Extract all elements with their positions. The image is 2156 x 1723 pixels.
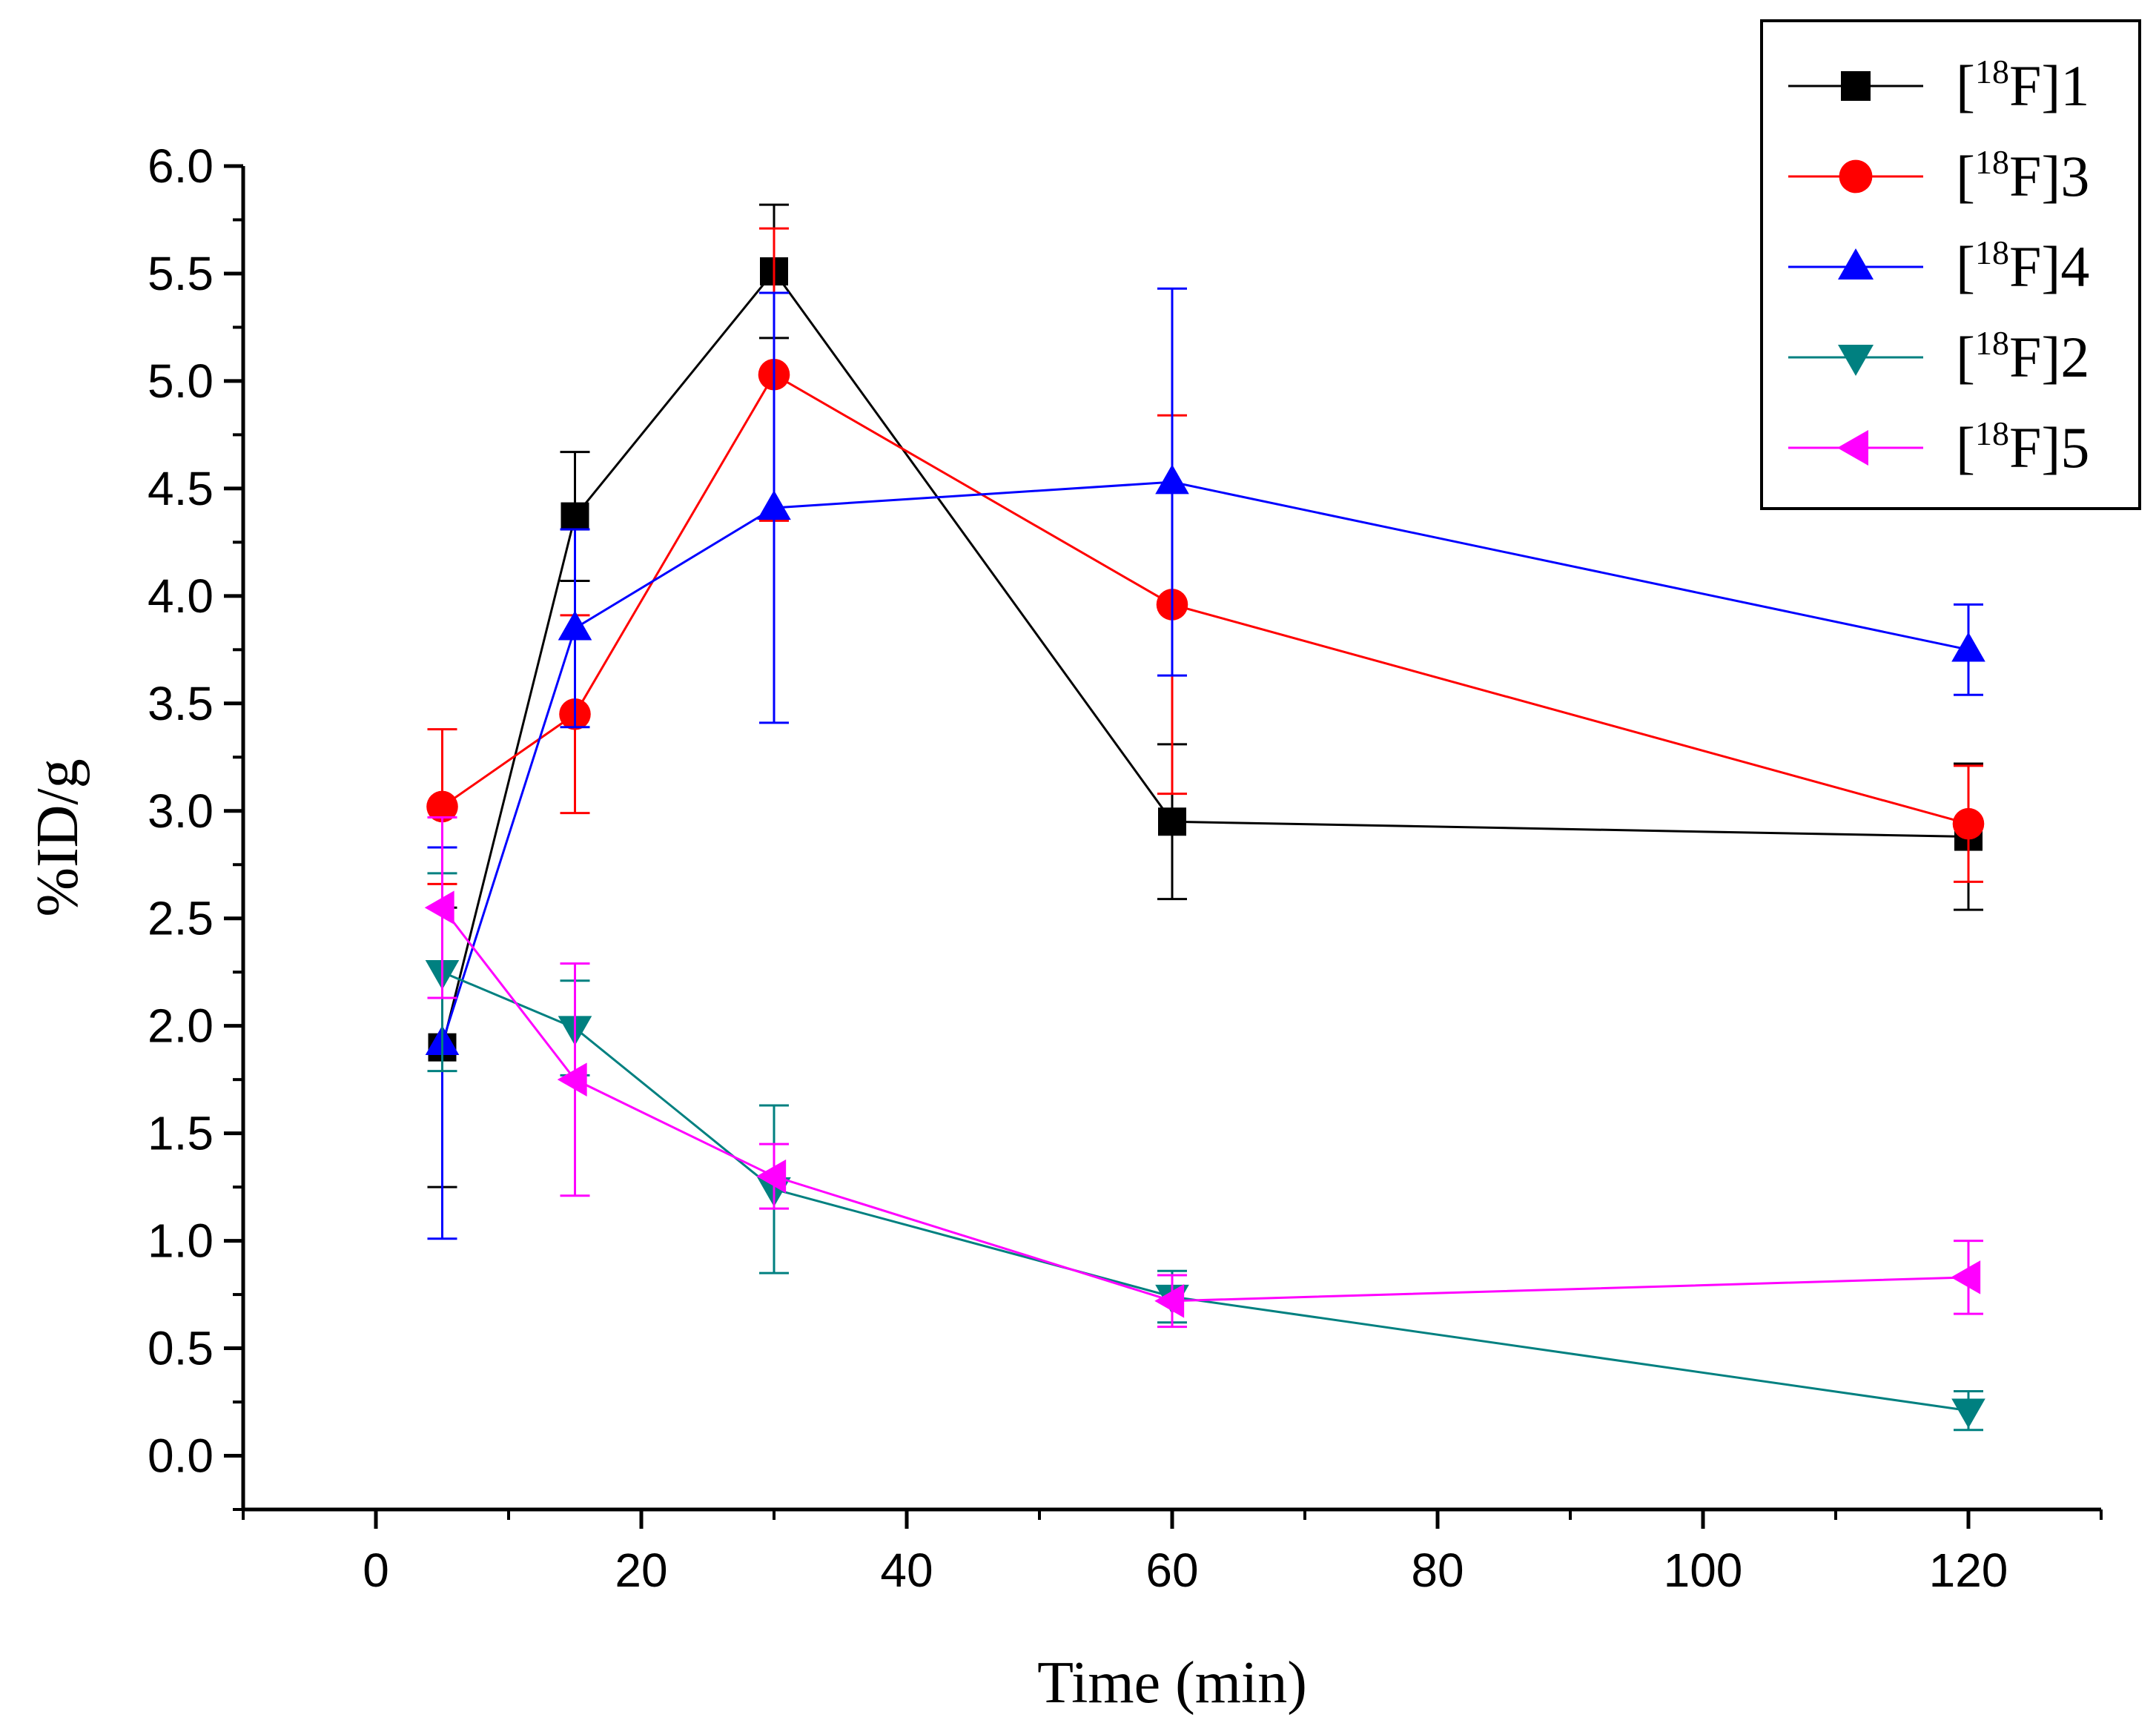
legend-label: [18F]1	[1956, 53, 2089, 118]
y-tick-label: 3.0	[148, 784, 214, 838]
legend-label-suffix: F]4	[2009, 234, 2089, 299]
legend-label-superscript: 18	[1975, 53, 2009, 90]
series-line	[441, 269, 1969, 1048]
y-tick-label: 6.0	[148, 139, 214, 193]
legend-label-suffix: F]3	[2009, 144, 2089, 208]
legend-marker	[1838, 248, 1874, 280]
x-tick-label: 40	[880, 1544, 933, 1597]
data-point	[1951, 1398, 1985, 1429]
y-tick-label: 5.5	[148, 247, 214, 300]
series-5	[424, 816, 1983, 1329]
legend-marker	[1838, 345, 1874, 376]
series-line	[441, 907, 1969, 1303]
data-point	[1154, 1283, 1185, 1318]
y-tick-label: 2.0	[148, 999, 214, 1053]
legend-label: [18F]5	[1956, 414, 2089, 480]
series-3	[425, 287, 1985, 1240]
legend-label-superscript: 18	[1975, 234, 2009, 271]
data-point	[1155, 464, 1189, 495]
data-point	[426, 790, 458, 823]
legend-label-prefix: [	[1956, 415, 1975, 480]
series-2	[426, 227, 1985, 885]
series-1	[427, 203, 1983, 1188]
data-point	[1158, 807, 1186, 836]
legend-label-prefix: [	[1956, 234, 1975, 299]
x-tick-label: 20	[615, 1544, 667, 1597]
legend-marker	[1837, 430, 1868, 466]
legend-label-superscript: 18	[1975, 414, 2009, 452]
data-point	[561, 502, 589, 531]
legend-label-suffix: F]1	[2009, 53, 2089, 118]
legend-label-suffix: F]2	[2009, 325, 2089, 389]
y-tick-label: 1.5	[148, 1107, 214, 1160]
data-point	[1951, 1260, 1981, 1294]
y-tick-label: 0.0	[148, 1429, 214, 1483]
legend-label-superscript: 18	[1975, 143, 2009, 181]
y-tick-label: 4.5	[148, 462, 214, 515]
legend-label-superscript: 18	[1975, 324, 2009, 362]
legend-label: [18F]4	[1956, 234, 2089, 299]
series-line	[441, 970, 1969, 1412]
y-tick-label: 1.0	[148, 1214, 214, 1268]
x-tick-label: 100	[1664, 1544, 1743, 1597]
x-tick-label: 80	[1411, 1544, 1464, 1597]
y-axis-title: %ID/g	[25, 758, 90, 916]
x-axis-title: Time (min)	[1037, 1650, 1307, 1716]
legend-label-prefix: [	[1956, 144, 1975, 208]
y-tick-label: 2.5	[148, 892, 214, 945]
x-tick-label: 120	[1929, 1544, 2008, 1597]
data-point	[757, 490, 791, 520]
data-point	[557, 1062, 587, 1097]
series-line	[441, 373, 1969, 825]
y-tick-label: 5.0	[148, 354, 214, 408]
legend-marker	[1841, 71, 1871, 101]
y-tick-label: 0.5	[148, 1322, 214, 1375]
legend-label: [18F]2	[1956, 324, 2089, 389]
y-tick-label: 3.5	[148, 677, 214, 730]
plot-area	[424, 203, 1985, 1432]
data-point	[1952, 807, 1985, 840]
legend: [18F]1[18F]3[18F]4[18F]2[18F]5	[1760, 19, 2141, 510]
legend-label-prefix: [	[1956, 53, 1975, 118]
axes: 0.0 0.5 1.0 1.5 2.0 2.5 3.0 3.5 4.0 4.5 5.0 5.5 6.0 0…	[148, 139, 2103, 1597]
x-tick-label: 0	[363, 1544, 389, 1597]
legend-box	[1760, 19, 2141, 510]
data-point	[756, 1159, 787, 1194]
x-tick-label: 60	[1145, 1544, 1198, 1597]
legend-label-suffix: F]5	[2009, 415, 2089, 480]
y-tick-label: 4.0	[148, 569, 214, 623]
data-point	[558, 610, 592, 641]
legend-label: [18F]3	[1956, 143, 2089, 208]
legend-marker	[1839, 159, 1873, 194]
legend-label-prefix: [	[1956, 325, 1975, 389]
data-point	[424, 890, 454, 925]
data-point	[1951, 632, 1985, 662]
series-line	[441, 480, 1969, 1044]
series-4	[425, 872, 1985, 1432]
